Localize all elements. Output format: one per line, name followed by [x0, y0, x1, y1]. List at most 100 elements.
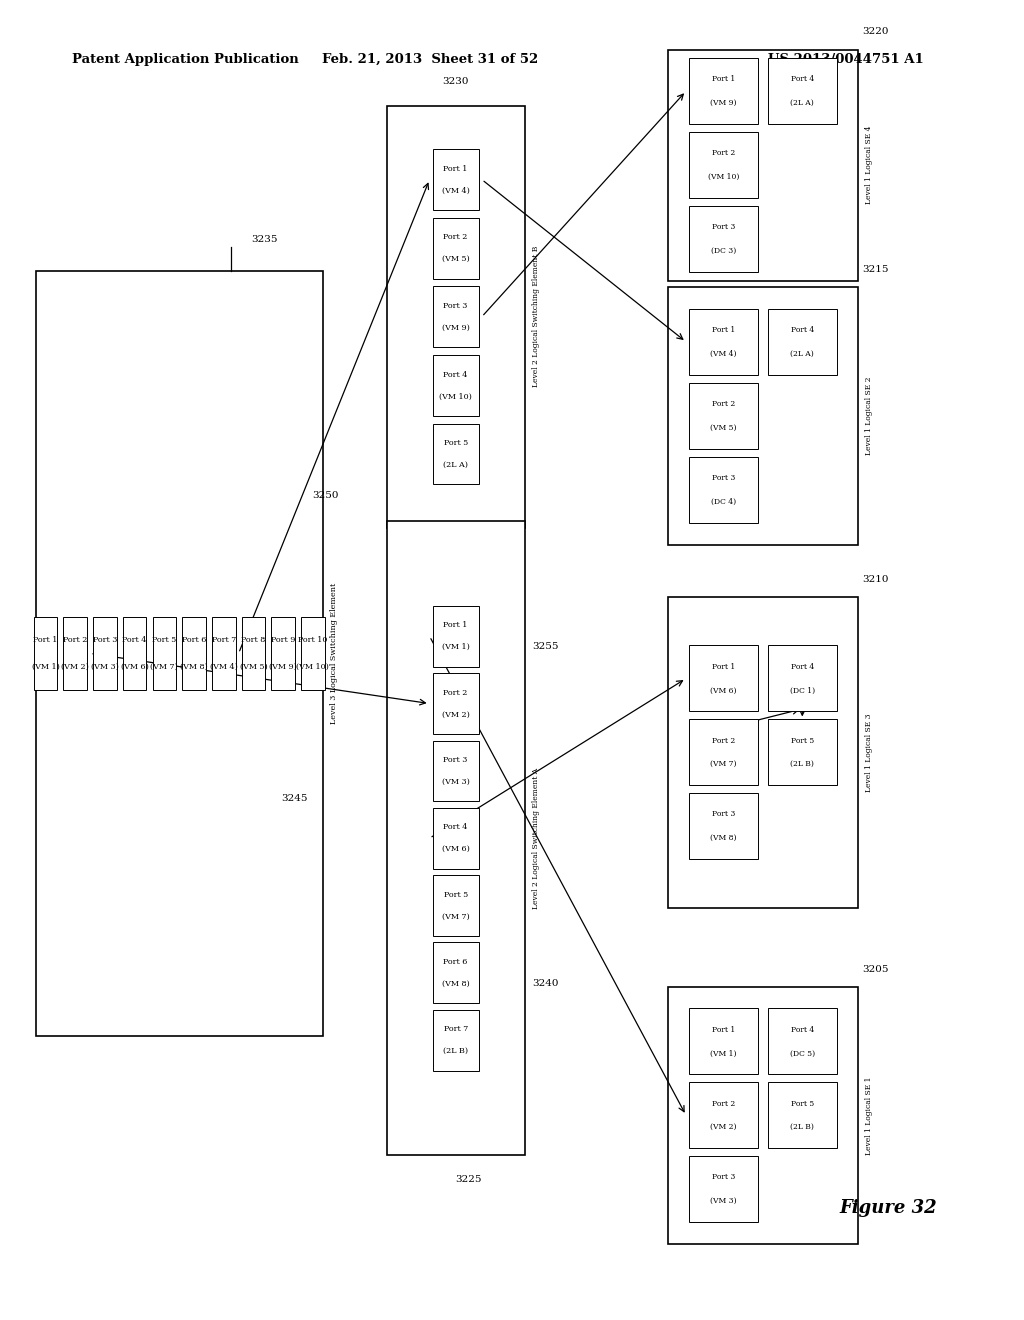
Text: (VM 7): (VM 7): [711, 760, 736, 768]
Bar: [768, 1082, 837, 1148]
Text: (VM 6): (VM 6): [441, 845, 470, 853]
Bar: [387, 106, 524, 528]
Bar: [668, 288, 857, 544]
Text: Level 1 Logical SE 2: Level 1 Logical SE 2: [864, 376, 872, 455]
Text: Port 2: Port 2: [712, 400, 735, 408]
Bar: [271, 618, 295, 689]
Text: (VM 6): (VM 6): [121, 663, 148, 671]
Text: (VM 1): (VM 1): [711, 1049, 736, 1057]
Bar: [123, 618, 146, 689]
Text: (VM 3): (VM 3): [91, 663, 119, 671]
Text: Port 3: Port 3: [443, 756, 468, 764]
Text: Level 1 Logical SE 1: Level 1 Logical SE 1: [864, 1076, 872, 1155]
Text: Port 4: Port 4: [443, 824, 468, 832]
Bar: [212, 618, 236, 689]
Text: Port 1: Port 1: [443, 622, 468, 630]
Text: Port 1: Port 1: [712, 326, 735, 334]
Text: Port 4: Port 4: [791, 1026, 814, 1034]
Text: (2L B): (2L B): [791, 760, 814, 768]
Text: Port 2: Port 2: [712, 1100, 735, 1107]
Text: (VM 7): (VM 7): [441, 912, 470, 920]
Text: (VM 5): (VM 5): [240, 663, 267, 671]
Text: (VM 9): (VM 9): [441, 323, 470, 331]
Text: (VM 2): (VM 2): [441, 710, 470, 718]
Text: Level 1 Logical SE 3: Level 1 Logical SE 3: [864, 713, 872, 792]
Text: Port 4: Port 4: [791, 75, 814, 83]
Text: Port 1: Port 1: [712, 75, 735, 83]
Text: Port 5: Port 5: [791, 1100, 814, 1107]
Bar: [689, 793, 758, 859]
Text: 3225: 3225: [456, 1175, 482, 1184]
Bar: [432, 424, 478, 484]
Bar: [689, 309, 758, 375]
Text: (VM 4): (VM 4): [711, 350, 736, 358]
Text: Port 5: Port 5: [443, 891, 468, 899]
Text: (2L A): (2L A): [791, 99, 814, 107]
Bar: [689, 383, 758, 449]
Bar: [36, 271, 323, 1036]
Text: Port 4: Port 4: [123, 636, 146, 644]
Text: 3235: 3235: [251, 235, 278, 244]
Text: (VM 5): (VM 5): [711, 424, 736, 432]
Bar: [689, 132, 758, 198]
Bar: [34, 618, 57, 689]
Bar: [689, 457, 758, 523]
Text: (VM 2): (VM 2): [711, 1123, 736, 1131]
Text: 3240: 3240: [532, 979, 559, 987]
Bar: [689, 206, 758, 272]
Text: Port 1: Port 1: [712, 663, 735, 671]
Bar: [768, 645, 837, 711]
Text: Port 6: Port 6: [182, 636, 206, 644]
Bar: [432, 741, 478, 801]
Text: 3205: 3205: [862, 965, 889, 974]
Text: Port 3: Port 3: [93, 636, 117, 644]
Bar: [432, 218, 478, 279]
Text: (VM 8): (VM 8): [441, 979, 470, 987]
Bar: [432, 808, 478, 869]
Bar: [432, 1010, 478, 1071]
Bar: [668, 987, 857, 1243]
Bar: [768, 309, 837, 375]
Text: Feb. 21, 2013  Sheet 31 of 52: Feb. 21, 2013 Sheet 31 of 52: [322, 53, 539, 66]
Text: Port 3: Port 3: [712, 1173, 735, 1181]
Text: (VM 8): (VM 8): [180, 663, 208, 671]
Text: Figure 32: Figure 32: [840, 1199, 937, 1217]
Text: 3220: 3220: [862, 28, 889, 37]
Text: Port 5: Port 5: [791, 737, 814, 744]
Bar: [689, 719, 758, 785]
Bar: [689, 1082, 758, 1148]
Text: (2L A): (2L A): [443, 461, 468, 469]
Text: (VM 10): (VM 10): [439, 392, 472, 400]
Text: (VM 7): (VM 7): [151, 663, 178, 671]
Text: (VM 3): (VM 3): [441, 777, 470, 785]
Bar: [432, 355, 478, 416]
Text: 3215: 3215: [862, 265, 889, 275]
Text: 3245: 3245: [282, 795, 308, 803]
Bar: [301, 618, 325, 689]
Text: (DC 5): (DC 5): [790, 1049, 815, 1057]
Bar: [768, 58, 837, 124]
Bar: [93, 618, 117, 689]
Text: (VM 10): (VM 10): [708, 173, 739, 181]
Text: (VM 4): (VM 4): [210, 663, 238, 671]
Bar: [182, 618, 206, 689]
Text: Port 1: Port 1: [34, 636, 57, 644]
Bar: [768, 719, 837, 785]
Bar: [689, 1156, 758, 1222]
Text: (VM 8): (VM 8): [711, 834, 736, 842]
Text: (VM 3): (VM 3): [710, 1197, 737, 1205]
Bar: [432, 942, 478, 1003]
Bar: [689, 58, 758, 124]
Text: Patent Application Publication: Patent Application Publication: [72, 53, 298, 66]
Text: Port 2: Port 2: [63, 636, 87, 644]
Text: Port 5: Port 5: [153, 636, 176, 644]
Text: Port 4: Port 4: [443, 371, 468, 379]
Text: 3230: 3230: [442, 77, 469, 86]
Bar: [153, 618, 176, 689]
Text: 3250: 3250: [312, 491, 339, 499]
Text: Port 4: Port 4: [791, 326, 814, 334]
Text: Port 9: Port 9: [271, 636, 295, 644]
Text: (2L A): (2L A): [791, 350, 814, 358]
Text: Port 5: Port 5: [443, 440, 468, 447]
Text: Port 3: Port 3: [712, 474, 735, 482]
